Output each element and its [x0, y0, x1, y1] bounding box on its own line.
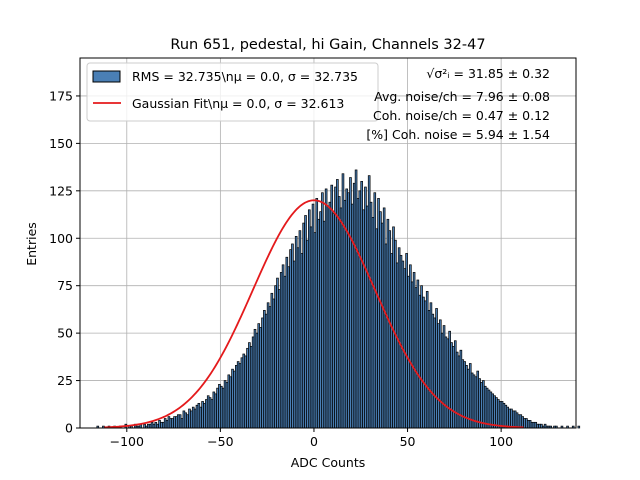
legend-fit-label: Gaussian Fit\nμ = 0.0, σ = 32.613	[132, 96, 344, 111]
y-tick-label: 50	[57, 326, 73, 341]
gaussian-fit-layer	[104, 199, 524, 429]
histogram-bar	[577, 425, 581, 429]
stat-coh-noise-percent: [%] Coh. noise = 5.94 ± 1.54	[366, 127, 550, 142]
axis-ticks: −100 −50 0 50 100 0 25 50 75 100 125 150 175	[49, 88, 513, 449]
legend: RMS = 32.735\nμ = 0.0, σ = 32.735 Gaussi…	[86, 62, 379, 122]
x-tick-label: 100	[489, 434, 513, 449]
stat-coh-noise: Coh. noise/ch = 0.47 ± 0.12	[373, 108, 550, 123]
stats-box: √σ²ᵢ = 31.85 ± 0.32 Avg. noise/ch = 7.96…	[366, 66, 550, 142]
stat-sqrt-sigma: √σ²ᵢ = 31.85 ± 0.32	[426, 66, 550, 81]
plot-frame	[79, 57, 577, 429]
legend-histogram-label: RMS = 32.735\nμ = 0.0, σ = 32.735	[132, 69, 358, 84]
gaussian-fit-line	[104, 199, 524, 429]
x-tick-label: 50	[400, 434, 416, 449]
histogram-bars	[96, 169, 581, 429]
y-tick-label: 175	[49, 88, 73, 103]
y-tick-label: 25	[57, 373, 73, 388]
y-tick-label: 100	[49, 231, 73, 246]
y-tick-label: 150	[49, 136, 73, 151]
x-tick-label: −100	[110, 434, 144, 449]
x-tick-label: −50	[207, 434, 233, 449]
y-axis-label: Entries	[24, 222, 39, 266]
y-tick-label: 0	[65, 421, 73, 436]
y-tick-label: 75	[57, 278, 73, 293]
legend-box	[86, 62, 379, 122]
chart-title: Run 651, pedestal, hi Gain, Channels 32-…	[170, 37, 485, 53]
x-axis-label: ADC Counts	[291, 455, 366, 470]
legend-histogram-swatch	[92, 70, 121, 83]
stat-avg-noise: Avg. noise/ch = 7.96 ± 0.08	[374, 89, 550, 104]
x-tick-label: 0	[310, 434, 318, 449]
y-tick-label: 125	[49, 183, 73, 198]
